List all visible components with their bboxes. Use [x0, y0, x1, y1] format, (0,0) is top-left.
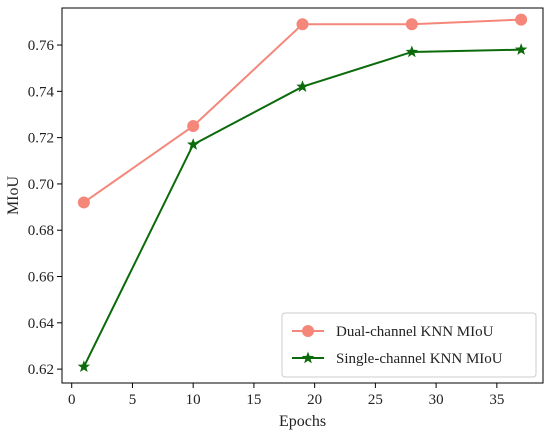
data-point [187, 120, 200, 133]
y-axis-label: MIoU [5, 176, 22, 216]
data-point [405, 45, 418, 58]
legend: Dual-channel KNN MIoU Single-channel KNN… [281, 312, 537, 378]
series-1 [77, 43, 528, 373]
x-tick-label: 25 [368, 392, 383, 408]
legend-marker [301, 351, 315, 364]
series-line [83, 18, 522, 204]
legend-box [281, 312, 537, 378]
legend-marker [302, 325, 314, 337]
data-point [187, 138, 200, 150]
data-point [296, 18, 309, 31]
y-tick-label: 0.68 [28, 223, 54, 239]
data-point [514, 43, 528, 55]
series-layer [77, 13, 528, 373]
y-tick-label: 0.76 [28, 38, 55, 54]
x-axis-label: Epochs [279, 413, 326, 430]
data-point [77, 360, 91, 373]
y-tick-label: 0.64 [28, 316, 55, 332]
y-tick-label: 0.62 [28, 362, 54, 378]
y-tick-label: 0.70 [28, 177, 54, 193]
y-axis-ticks: 0.62 0.64 0.66 0.68 0.70 0.72 0.74 0.76 [28, 38, 62, 378]
legend-marker-star [301, 351, 315, 364]
plot-area: 0.62 0.64 0.66 0.68 0.70 0.72 0.74 0.76 0 5 10 15 2… [28, 7, 544, 408]
x-tick-label: 20 [307, 392, 322, 408]
x-tick-label: 5 [129, 392, 137, 408]
x-tick-label: 15 [246, 392, 261, 408]
legend-marker-circle [302, 325, 314, 337]
legend-label-dual: Dual-channel KNN MIoU [336, 324, 494, 340]
x-tick-label: 10 [186, 392, 201, 408]
data-point [296, 80, 309, 92]
x-tick-label: 30 [429, 392, 444, 408]
y-tick-label: 0.66 [28, 270, 55, 286]
x-tick-label: 0 [68, 392, 76, 408]
data-point [405, 18, 418, 31]
legend-item-single: Single-channel KNN MIoU [292, 351, 503, 367]
series-0 [77, 13, 528, 209]
data-point [515, 13, 528, 26]
x-tick-label: 35 [489, 392, 504, 408]
y-tick-label: 0.72 [28, 131, 54, 147]
x-axis-ticks: 0 5 10 15 20 25 30 35 [68, 383, 504, 408]
plot-frame [61, 7, 544, 384]
legend-label-single: Single-channel KNN MIoU [336, 351, 503, 367]
y-tick-label: 0.74 [28, 84, 55, 100]
data-point [77, 196, 90, 209]
legend-item-dual: Dual-channel KNN MIoU [292, 324, 494, 340]
